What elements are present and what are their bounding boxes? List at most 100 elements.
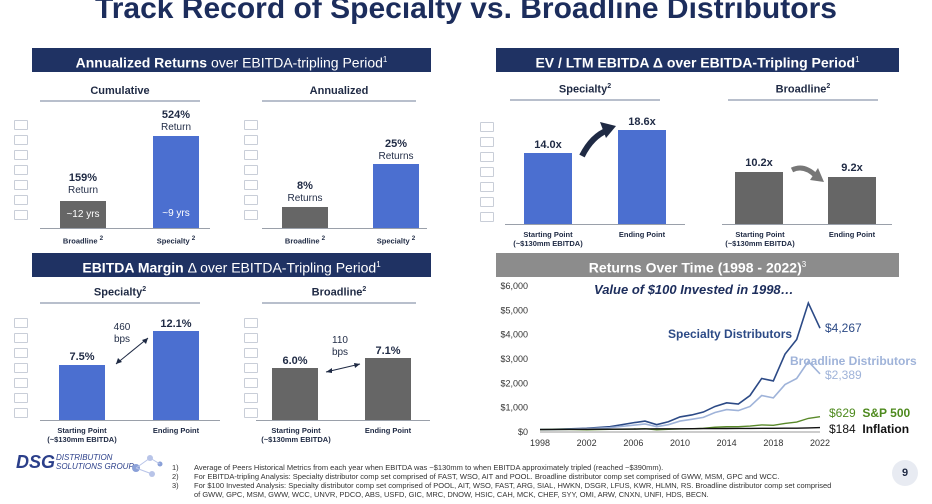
bar-cumulative-specialty: ~9 yrs <box>153 136 199 228</box>
cumulative-broadline-value: 159% Return <box>67 172 98 196</box>
cumulative-xlabel-broadline: Broadline 2 <box>62 235 104 246</box>
ytick-label: $1,000 <box>500 403 528 413</box>
row-boxes-right-top <box>480 122 494 227</box>
series-label-broadline: Broadline Distributors <box>790 354 917 368</box>
cumulative-xlabel-specialty: Specialty 2 <box>156 235 196 246</box>
ev-broadline-subtitle: Broadline2 <box>775 83 831 96</box>
annualized-specialty-value: 25% Returns <box>378 138 414 162</box>
cumulative-axis <box>40 228 210 229</box>
row-boxes-mid-bottom <box>244 318 258 423</box>
bar-margin-specialty-end <box>153 331 199 420</box>
margin-specialty-xlabel-end: Ending Point <box>152 426 200 435</box>
row-boxes-left-bottom <box>14 318 28 423</box>
series-end-inflation: $184 Inflation <box>829 422 910 436</box>
series-line-1 <box>539 360 821 431</box>
margin-specialty-arrow-icon <box>115 337 149 365</box>
footnotes: 1) Average of Peers Historical Metrics fr… <box>172 463 872 499</box>
xtick-label: 1998 <box>530 438 550 448</box>
margin-banner-sup: 1 <box>376 260 381 269</box>
cumulative-broadline-inner: ~12 yrs <box>66 209 100 220</box>
ev-banner: EV / LTM EBITDA Δ over EBITDA-Tripling P… <box>496 48 899 72</box>
series-label-specialty: Specialty Distributors <box>668 327 793 341</box>
returns-banner-rest: over EBITDA-tripling Period <box>207 54 383 71</box>
logo-text: DISTRIBUTION SOLUTIONS GROUP <box>56 453 134 471</box>
over-time-banner-text: Returns Over Time (1998 - 2022) <box>588 259 802 276</box>
bar-ev-specialty-end <box>618 130 666 224</box>
margin-banner: EBITDA Margin Δ over EBITDA-Tripling Per… <box>32 253 431 277</box>
margin-broadline-arrow-icon <box>325 363 361 373</box>
page-title: Track Record of Specialty vs. Broadline … <box>95 0 837 25</box>
bar-ev-broadline-end <box>828 177 876 224</box>
margin-specialty-end-value: 12.1% <box>160 318 192 330</box>
margin-broadline-delta: 110 bps <box>331 335 349 358</box>
ev-specialty-end-value: 18.6x <box>628 116 656 128</box>
ev-broadline-end-value: 9.2x <box>841 162 863 174</box>
cumulative-subtitle: Cumulative <box>90 85 150 97</box>
ytick-label: $4,000 <box>500 330 528 340</box>
xtick-label: 2002 <box>577 438 597 448</box>
ev-specialty-subtitle: Specialty2 <box>558 83 612 96</box>
annualized-axis <box>262 228 427 229</box>
series-end-broadline: $2,389 <box>825 368 862 382</box>
footnote-3-cont: of GWW, GPC, MSM, GWW, WCC, UNVR, PDCO, … <box>194 490 709 499</box>
over-time-banner: Returns Over Time (1998 - 2022)3 <box>496 253 899 277</box>
margin-broadline-subtitle: Broadline2 <box>311 286 367 299</box>
margin-broadline-axis <box>256 420 430 421</box>
bar-annualized-broadline <box>282 207 328 228</box>
series-line-0 <box>539 300 821 431</box>
bar-margin-broadline-start <box>272 368 318 420</box>
series-end-specialty: $4,267 <box>825 321 862 335</box>
bar-annualized-specialty <box>373 164 419 228</box>
margin-specialty-start-value: 7.5% <box>69 351 95 363</box>
returns-banner-sup: 1 <box>382 55 388 64</box>
ytick-label: $5,000 <box>500 305 528 315</box>
annualized-broadline-value: 8% Returns <box>287 180 323 204</box>
over-time-headline: Value of $100 Invested in 1998… <box>594 282 794 297</box>
over-time-banner-sup: 3 <box>801 260 807 269</box>
ev-broadline-arrow-icon <box>790 165 824 182</box>
ev-broadline-subtitle-line <box>728 99 878 101</box>
cumulative-subtitle-line <box>40 100 200 102</box>
ytick-label: $2,000 <box>500 378 528 388</box>
annualized-xlabel-specialty: Specialty 2 <box>376 235 416 246</box>
network-icon <box>132 455 163 477</box>
margin-specialty-subtitle-line <box>40 302 200 304</box>
page-number: 9 <box>892 460 918 486</box>
margin-broadline-subtitle-line <box>262 302 416 304</box>
row-boxes-left-top <box>14 120 28 225</box>
margin-broadline-xlabel-start: Starting Point (~$130mm EBITDA) <box>261 426 331 444</box>
bar-ev-specialty-start <box>524 153 572 224</box>
returns-banner-bold: Annualized Returns <box>75 54 208 71</box>
ev-specialty-xlabel-start: Starting Point (~$130mm EBITDA) <box>513 230 583 248</box>
footnote-1: 1) Average of Peers Historical Metrics fr… <box>172 463 664 472</box>
annualized-xlabel-broadline: Broadline 2 <box>284 235 326 246</box>
ytick-label: $3,000 <box>500 354 528 364</box>
logo-mark: DSG <box>16 452 56 472</box>
margin-specialty-xlabel-start: Starting Point (~$130mm EBITDA) <box>47 426 117 444</box>
returns-line-chart: $0 $1,000 $2,000 $3,000 $4,000 $5,000 $6,000 19… <box>500 281 830 448</box>
bar-cumulative-broadline: ~12 yrs <box>60 201 106 228</box>
margin-specialty-subtitle: Specialty2 <box>93 286 147 299</box>
xtick-label: 2022 <box>810 438 830 448</box>
margin-specialty-delta: 460 bps <box>113 322 131 345</box>
margin-banner-bold: EBITDA Margin <box>82 259 184 276</box>
bar-margin-broadline-end <box>365 358 411 420</box>
series-end-sp500: $629 S&P 500 <box>829 406 911 420</box>
xtick-label: 2006 <box>623 438 643 448</box>
bar-ev-broadline-start <box>735 172 783 224</box>
ytick-label: $6,000 <box>500 281 528 291</box>
ev-broadline-axis <box>722 224 892 225</box>
margin-broadline-end-value: 7.1% <box>375 345 401 357</box>
annualized-subtitle: Annualized <box>309 85 369 97</box>
xtick-label: 2018 <box>763 438 783 448</box>
ev-specialty-subtitle-line <box>510 99 660 101</box>
margin-broadline-start-value: 6.0% <box>282 355 308 367</box>
series-line-3 <box>539 426 821 431</box>
ev-broadline-xlabel-start: Starting Point (~$130mm EBITDA) <box>725 230 795 248</box>
bar-margin-specialty-start <box>59 365 105 420</box>
ev-broadline-xlabel-end: Ending Point <box>828 230 876 239</box>
ev-specialty-start-value: 14.0x <box>534 139 562 151</box>
annualized-subtitle-line <box>262 100 416 102</box>
ev-broadline-start-value: 10.2x <box>745 157 773 169</box>
returns-banner: Annualized Returns over EBITDA-tripling … <box>32 48 431 72</box>
